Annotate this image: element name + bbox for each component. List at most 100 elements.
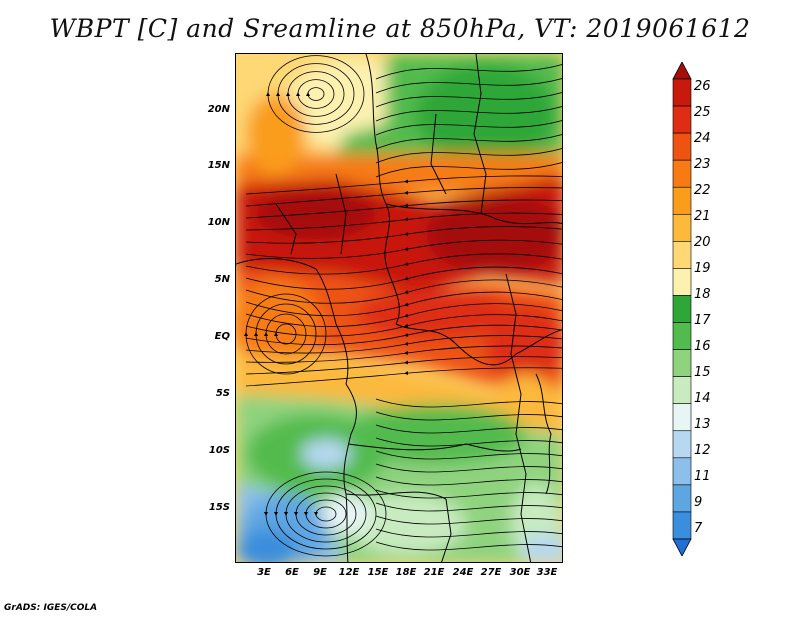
colorbar-label: 14: [694, 391, 711, 406]
streamline: [286, 71, 345, 117]
streamline: [375, 398, 562, 408]
colorbar-label: 16: [694, 339, 711, 354]
lon-label-3e: 3E: [257, 567, 271, 578]
colorbar-top-arrow: [672, 62, 692, 80]
lat-label-5s: 5S: [215, 388, 230, 399]
colorbar-label: 19: [694, 261, 711, 276]
colorbar-bottom-arrow: [672, 538, 692, 556]
colorbar-bin: [672, 322, 692, 350]
colorbar-label: 22: [694, 183, 711, 198]
streamline: [314, 506, 337, 522]
streamline: [375, 120, 562, 136]
streamline: [375, 106, 562, 122]
streamline: [375, 148, 562, 164]
streamline: [264, 313, 307, 355]
colorbar-bin: [672, 105, 692, 134]
streamline: [274, 323, 297, 345]
streamline: [375, 450, 562, 460]
lat-label-10n: 10N: [207, 217, 230, 228]
streamline: [245, 199, 562, 219]
streamline: [375, 463, 562, 473]
streamlines: [244, 55, 562, 557]
lon-label-6e: 6E: [285, 567, 299, 578]
streamline: [375, 541, 562, 551]
streamline: [375, 411, 562, 421]
colorbar-label: 24: [694, 131, 711, 146]
map-panel: [235, 53, 563, 563]
streamline: [245, 279, 562, 304]
colorbar-label: 20: [694, 235, 711, 250]
colorbar-label: 13: [694, 417, 711, 432]
colorbar-bin: [672, 241, 692, 269]
lon-label-33e: 33E: [536, 567, 558, 578]
streamline: [264, 471, 387, 557]
lon-label-24e: 24E: [452, 567, 474, 578]
lat-label-5n: 5N: [214, 274, 230, 285]
colorbar-label: 21: [694, 209, 711, 224]
colorbar-bin: [672, 376, 692, 405]
lat-label-15n: 15N: [207, 160, 230, 171]
lon-label-30e: 30E: [509, 567, 531, 578]
colorbar-label: 12: [694, 443, 711, 458]
streamline: [306, 87, 325, 101]
streamline: [245, 226, 562, 244]
colorbar-label: 17: [694, 313, 711, 328]
streamline: [375, 78, 562, 94]
colorbar-label: 26: [694, 79, 711, 94]
lat-label-10s: 10S: [208, 445, 230, 456]
streamline: [375, 162, 562, 178]
colorbar: [672, 62, 692, 556]
colorbar-bin: [672, 213, 692, 242]
colorbar-bin: [672, 186, 692, 215]
colorbar-label: 9: [694, 495, 703, 510]
streamline: [375, 424, 562, 434]
streamline: [245, 324, 562, 346]
lon-label-9e: 9E: [313, 567, 327, 578]
colorbar-label: 18: [694, 287, 711, 302]
streamline: [274, 478, 377, 550]
colorbar-bin: [672, 511, 692, 540]
streamline: [245, 266, 562, 290]
lon-label-15e: 15E: [367, 567, 389, 578]
streamline: [294, 492, 357, 536]
country-borders: [236, 54, 562, 562]
colorbar-bin: [672, 295, 692, 323]
streamline: [245, 367, 562, 387]
colorbar-bin: [672, 159, 692, 188]
map-title: WBPT [C] and Sreamline at 850hPa, VT: 20…: [49, 14, 751, 43]
footer-credit: GrADS: IGES/COLA: [4, 603, 98, 613]
lat-label-eq: EQ: [214, 331, 230, 342]
streamline: [375, 489, 562, 499]
streamline: [245, 314, 562, 337]
streamline: [245, 356, 562, 375]
colorbar-label: 25: [694, 105, 711, 120]
streamline: [304, 499, 347, 529]
colorbar-bin: [672, 78, 692, 107]
streamline: [245, 291, 562, 317]
colorbar-bin: [672, 268, 692, 296]
streamline: [254, 303, 317, 365]
streamline: [375, 134, 562, 150]
streamline: [245, 335, 562, 354]
map-canvas: [236, 54, 562, 562]
streamline: [296, 79, 335, 109]
streamline: [375, 515, 562, 525]
streamline: [375, 476, 562, 486]
colorbar-label: 15: [694, 365, 711, 380]
colorbar-label: 11: [694, 469, 711, 484]
colorbar-label: 23: [694, 157, 711, 172]
streamline: [245, 239, 562, 259]
lon-label-18e: 18E: [395, 567, 417, 578]
lat-label-20n: 20N: [207, 104, 230, 115]
colorbar-bin: [672, 430, 692, 459]
streamline: [375, 64, 562, 80]
lon-label-21e: 21E: [423, 567, 445, 578]
streamline: [245, 253, 562, 275]
lon-label-12e: 12E: [338, 567, 360, 578]
streamline: [375, 437, 562, 447]
streamline: [245, 303, 562, 328]
lon-label-27e: 27E: [480, 567, 502, 578]
lat-label-15s: 15S: [208, 502, 230, 513]
colorbar-bin: [672, 132, 692, 161]
colorbar-label: 7: [694, 521, 703, 536]
